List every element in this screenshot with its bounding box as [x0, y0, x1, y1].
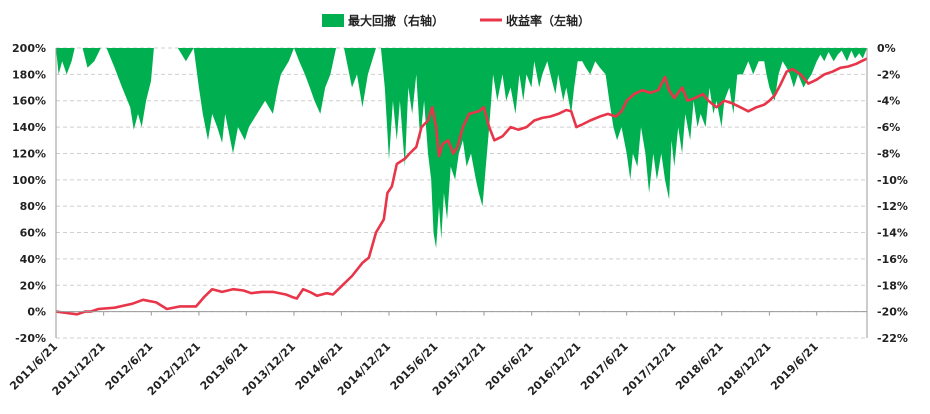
x-tick-label: 2018/6/21	[673, 340, 726, 393]
x-tick-label: 2019/6/21	[768, 340, 821, 393]
x-tick-label: 2013/6/21	[198, 340, 251, 393]
left-tick-label: 100%	[12, 174, 46, 187]
x-tick-label: 2012/6/21	[103, 340, 156, 393]
legend-return-label: 收益率（左轴）	[506, 13, 590, 28]
right-tick-label: 0%	[877, 42, 896, 55]
left-tick-label: 80%	[20, 200, 46, 213]
return-line	[55, 57, 868, 316]
left-tick-label: 0%	[27, 306, 46, 319]
right-tick-label: -12%	[877, 200, 908, 213]
right-tick-label: -6%	[877, 121, 900, 134]
left-tick-label: 60%	[20, 227, 46, 240]
left-tick-label: 20%	[20, 279, 46, 292]
right-tick-label: -16%	[877, 253, 908, 266]
right-tick-label: -2%	[877, 68, 900, 81]
left-tick-label: 120%	[12, 147, 46, 160]
x-axis-ticks: 2011/6/212011/12/212012/6/212012/12/2120…	[7, 311, 821, 398]
x-tick-label: 2014/6/21	[293, 340, 346, 393]
right-tick-label: -22%	[877, 332, 908, 345]
axes	[55, 48, 868, 338]
right-axis-ticks: -22% -20% -18% -16% -14% -12% -10% -8% -6% -4% -2%…	[877, 42, 908, 345]
right-tick-label: -14%	[877, 227, 908, 240]
drawdown-area-path	[56, 48, 867, 249]
left-tick-label: 200%	[12, 42, 46, 55]
left-tick-label: 160%	[12, 95, 46, 108]
x-tick-label: 2016/6/21	[483, 340, 536, 393]
right-tick-label: -8%	[877, 147, 900, 160]
right-tick-label: -18%	[877, 279, 908, 292]
x-tick-label: 2015/6/21	[388, 340, 441, 393]
drawdown-area	[56, 48, 867, 249]
legend-drawdown-swatch	[322, 14, 344, 27]
left-tick-label: 180%	[12, 68, 46, 81]
right-tick-label: -4%	[877, 95, 900, 108]
left-tick-label: 140%	[12, 121, 46, 134]
legend-drawdown-label: 最大回撤（右轴）	[348, 13, 444, 28]
return-line-path	[55, 57, 868, 316]
right-tick-label: -10%	[877, 174, 908, 187]
left-axis-ticks: -20% 0% 20% 40% 60% 80% 100% 120% 140% 160% 180% 20…	[12, 42, 46, 345]
x-tick-label: 2017/6/21	[578, 340, 631, 393]
right-tick-label: -20%	[877, 306, 908, 319]
x-tick-label: 2011/6/21	[7, 340, 60, 393]
legend: 最大回撤（右轴） 收益率（左轴）	[322, 13, 590, 28]
left-tick-label: -20%	[15, 332, 46, 345]
left-tick-label: 40%	[20, 253, 46, 266]
